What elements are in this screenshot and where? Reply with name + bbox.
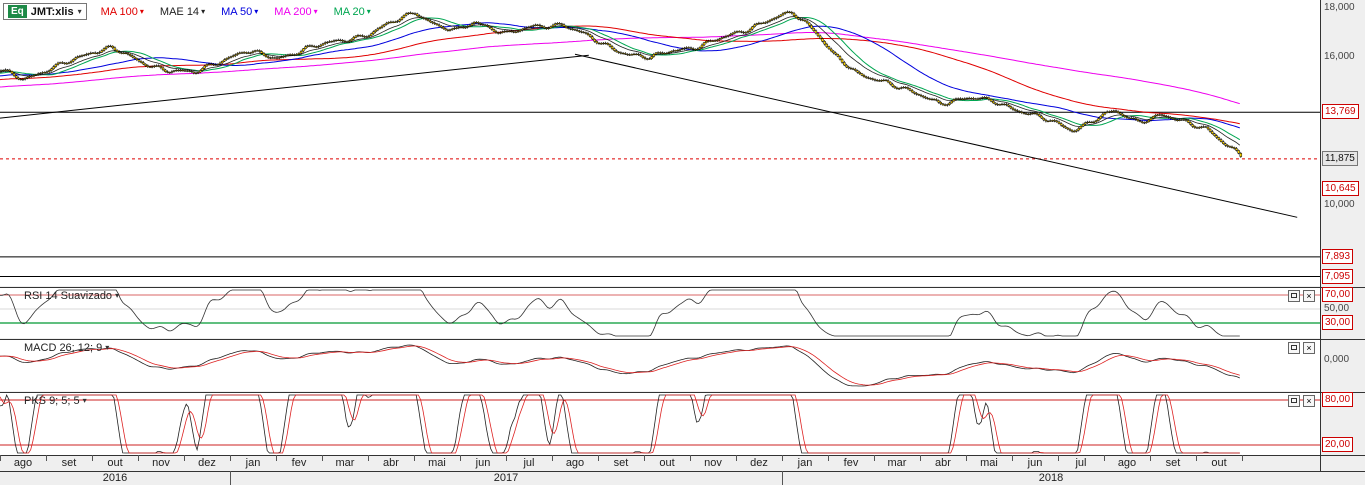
month-label: ago xyxy=(13,457,33,469)
overlay-label: MAE 14 xyxy=(159,5,200,18)
chevron-down-icon: ▾ xyxy=(115,291,120,300)
overlay-label: MA 50 xyxy=(221,5,253,18)
price-alert-label[interactable]: 7,893 xyxy=(1322,248,1354,264)
rsi-level-label[interactable]: 30,00 xyxy=(1322,315,1354,330)
month-label: out xyxy=(659,457,675,469)
overlay-ma-20[interactable]: MA 20 ▾ xyxy=(334,6,371,18)
month-label: out xyxy=(107,457,123,469)
price-alert-label[interactable]: 7,095 xyxy=(1322,268,1354,284)
month-label: mar xyxy=(335,457,355,469)
window-icon xyxy=(1291,398,1297,403)
pks-level-label[interactable]: 20,00 xyxy=(1322,437,1354,452)
month-label: dez xyxy=(198,457,216,469)
chevron-down-icon: ▾ xyxy=(82,396,87,405)
month-label: mai xyxy=(980,457,998,469)
rsi-panel-buttons: × xyxy=(1288,290,1315,302)
month-label: fev xyxy=(843,457,859,469)
overlay-label: MA 200 xyxy=(274,5,312,18)
rsi-level-label[interactable]: 70,00 xyxy=(1322,287,1354,302)
overlay-legend: MA 100 ▾ MAE 14 ▾ MA 50 ▾ MA 200 ▾ MA 20 ▾ xyxy=(101,6,371,18)
macd-zero-label: 0,000 xyxy=(1324,353,1350,365)
year-label: 2016 xyxy=(102,472,128,484)
year-label: 2018 xyxy=(1038,472,1064,484)
pks-minimize-button[interactable] xyxy=(1288,395,1300,407)
symbol-selector[interactable]: Eq JMT:xlis ▾ xyxy=(3,3,87,20)
chevron-down-icon: ▾ xyxy=(77,6,82,16)
price-axis-label: 16,000 xyxy=(1324,51,1355,63)
overlay-ma-200[interactable]: MA 200 ▾ xyxy=(274,6,317,18)
chart-legend: Eq JMT:xlis ▾ MA 100 ▾ MAE 14 ▾ MA 50 ▾ MA 200… xyxy=(3,3,371,20)
month-label: set xyxy=(1165,457,1181,469)
overlay-ma-50[interactable]: MA 50 ▾ xyxy=(221,6,258,18)
price-alert-label[interactable]: 13,769 xyxy=(1322,104,1359,120)
macd-close-button[interactable]: × xyxy=(1303,342,1315,354)
symbol-name: JMT:xlis xyxy=(30,5,74,18)
rsi-title-text: RSI 14 Suavizado xyxy=(24,290,113,302)
month-label: abr xyxy=(935,457,951,469)
overlay-mae-14[interactable]: MAE 14 ▾ xyxy=(160,6,205,18)
overlay-label: MA 100 xyxy=(100,5,138,18)
rsi-close-button[interactable]: × xyxy=(1303,290,1315,302)
pks-title-text: PKS 9; 5; 5 xyxy=(24,395,80,407)
month-label: jun xyxy=(1027,457,1043,469)
month-label: jul xyxy=(523,457,535,469)
chevron-down-icon: ▾ xyxy=(139,6,144,16)
macd-minimize-button[interactable] xyxy=(1288,342,1300,354)
macd-panel-buttons: × xyxy=(1288,342,1315,354)
month-label: jun xyxy=(475,457,491,469)
rsi-minimize-button[interactable] xyxy=(1288,290,1300,302)
chevron-down-icon: ▾ xyxy=(366,6,371,16)
month-label: abr xyxy=(383,457,399,469)
month-label: fev xyxy=(291,457,307,469)
macd-title-text: MACD 26; 12; 9 xyxy=(24,342,103,354)
month-label: jan xyxy=(245,457,261,469)
overlay-label: MA 20 xyxy=(333,5,365,18)
pks-panel-title[interactable]: PKS 9; 5; 5 ▾ xyxy=(24,395,87,407)
chevron-down-icon: ▾ xyxy=(105,343,110,352)
rsi-panel-title[interactable]: RSI 14 Suavizado ▾ xyxy=(24,290,119,302)
year-label: 2017 xyxy=(493,472,519,484)
last-price-label: 11,875 xyxy=(1322,150,1358,166)
pks-level-label[interactable]: 80,00 xyxy=(1322,392,1354,407)
window-icon xyxy=(1291,345,1297,350)
window-icon xyxy=(1291,293,1297,298)
month-label: jan xyxy=(797,457,813,469)
month-label: mar xyxy=(887,457,907,469)
month-label: nov xyxy=(704,457,722,469)
chevron-down-icon: ▾ xyxy=(254,6,259,16)
chevron-down-icon: ▾ xyxy=(313,6,318,16)
month-label: mai xyxy=(428,457,446,469)
macd-panel-title[interactable]: MACD 26; 12; 9 ▾ xyxy=(24,342,109,354)
month-label: jul xyxy=(1075,457,1087,469)
month-label: ago xyxy=(1117,457,1137,469)
pks-close-button[interactable]: × xyxy=(1303,395,1315,407)
price-alert-label[interactable]: 10,645 xyxy=(1322,181,1359,197)
month-label: out xyxy=(1211,457,1227,469)
overlay-ma-100[interactable]: MA 100 ▾ xyxy=(101,6,144,18)
pks-panel-buttons: × xyxy=(1288,395,1315,407)
equity-type-badge: Eq xyxy=(8,5,27,18)
month-label: nov xyxy=(152,457,170,469)
rsi-level-label: 50,00 xyxy=(1324,303,1350,314)
chevron-down-icon: ▾ xyxy=(201,6,206,16)
price-axis-label: 18,000 xyxy=(1324,2,1355,13)
month-label: ago xyxy=(565,457,585,469)
month-label: dez xyxy=(750,457,768,469)
month-label: set xyxy=(613,457,629,469)
price-axis-label: 10,000 xyxy=(1324,199,1355,210)
month-label: set xyxy=(61,457,77,469)
